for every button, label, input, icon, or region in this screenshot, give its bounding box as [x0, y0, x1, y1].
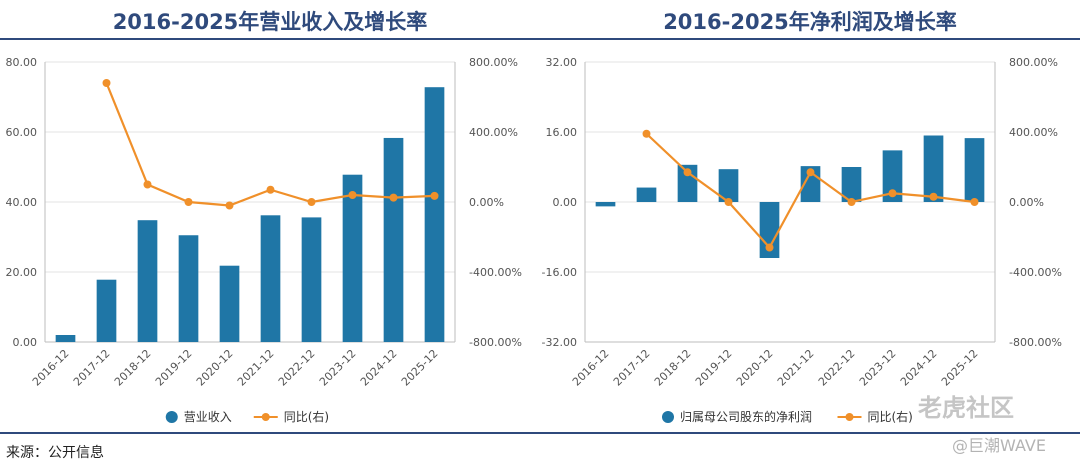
- growth-point: [307, 198, 316, 206]
- y-tick-left: 20.00: [6, 266, 38, 279]
- y-tick-right: -400.00%: [469, 266, 522, 279]
- y-tick-left: 40.00: [6, 196, 38, 209]
- y-tick-left: 0.00: [13, 336, 38, 349]
- source-note: 来源：公开信息: [6, 445, 104, 461]
- bar: [677, 164, 698, 202]
- bar: [841, 167, 862, 202]
- revenue-chart: 80.00 800.00% 60.00 400.00% 40.00 0.00% 20.00 -…: [6, 56, 522, 424]
- bar: [260, 215, 281, 342]
- bar: [178, 235, 199, 342]
- x-tick-label: 2022-12: [816, 347, 858, 389]
- x-tick-label: 2025-12: [939, 347, 981, 389]
- legend-line-label: 同比(右): [284, 409, 329, 424]
- growth-point: [765, 243, 774, 252]
- legend-bar-label: 营业收入: [184, 410, 232, 424]
- growth-point: [970, 198, 979, 206]
- growth-point: [389, 193, 398, 202]
- legend-bar-marker: [165, 411, 178, 423]
- x-tick-label: 2018-12: [652, 347, 694, 389]
- y-tick-left: 16.00: [546, 126, 578, 139]
- bar: [964, 138, 985, 202]
- growth-point: [225, 201, 234, 210]
- y-tick-right: -400.00%: [1009, 266, 1062, 279]
- header-divider: [0, 38, 1080, 40]
- x-tick-label: 2023-12: [317, 347, 359, 389]
- chart-title-revenue: 2016-2025年营业收入及增长率: [112, 10, 428, 34]
- watermark-community: 老虎社区: [918, 394, 1014, 422]
- footer-divider: [0, 432, 1080, 434]
- x-tick-label: 2019-12: [153, 347, 195, 389]
- y-tick-left: 80.00: [6, 56, 38, 69]
- y-tick-left: 32.00: [546, 56, 578, 69]
- bar: [424, 87, 445, 342]
- growth-point: [806, 168, 815, 177]
- growth-point: [642, 129, 651, 138]
- x-tick-label: 2021-12: [235, 347, 277, 389]
- legend-line-label: 同比(右): [868, 409, 913, 424]
- bar: [219, 265, 240, 342]
- growth-point: [929, 192, 938, 201]
- bar: [636, 187, 657, 202]
- x-tick-label: 2024-12: [898, 347, 940, 389]
- x-tick-label: 2019-12: [693, 347, 735, 389]
- bar: [882, 150, 903, 202]
- y-tick-right: 800.00%: [1009, 56, 1058, 69]
- growth-point: [430, 191, 439, 200]
- bar: [383, 137, 404, 342]
- growth-point: [683, 168, 692, 177]
- x-tick-label: 2018-12: [112, 347, 154, 389]
- legend-bar-marker: [662, 411, 674, 423]
- bar: [301, 217, 322, 342]
- legend-line-dot: [261, 413, 270, 421]
- y-tick-right: -800.00%: [1009, 336, 1062, 349]
- x-tick-label: 2021-12: [775, 347, 817, 389]
- watermark-handle: @巨潮WAVE: [952, 436, 1046, 455]
- bar: [96, 279, 117, 342]
- x-tick-label: 2016-12: [570, 347, 612, 389]
- y-tick-right: 400.00%: [469, 126, 518, 139]
- x-tick-label: 2025-12: [399, 347, 441, 389]
- y-tick-right: 800.00%: [469, 56, 518, 69]
- growth-point: [888, 189, 897, 198]
- bar: [759, 202, 780, 258]
- x-tick-label: 2017-12: [611, 347, 653, 389]
- y-tick-right: 400.00%: [1009, 126, 1058, 139]
- y-tick-right: -800.00%: [469, 336, 522, 349]
- growth-point: [724, 198, 733, 206]
- x-tick-label: 2023-12: [857, 347, 899, 389]
- bar: [718, 169, 739, 202]
- bar: [342, 174, 363, 342]
- bar: [923, 135, 944, 202]
- growth-point: [143, 180, 152, 189]
- y-tick-right: 0.00%: [1009, 196, 1044, 209]
- bar: [137, 220, 158, 342]
- growth-point: [184, 198, 193, 206]
- legend-bar-label: 归属母公司股东的净利润: [680, 409, 812, 424]
- x-tick-label: 2020-12: [734, 347, 776, 389]
- bar: [55, 335, 76, 342]
- growth-point: [847, 198, 856, 206]
- growth-point: [348, 191, 357, 199]
- legend-line-dot: [845, 413, 854, 421]
- growth-point: [266, 185, 275, 194]
- y-tick-left: -32.00: [542, 336, 577, 349]
- y-tick-left: -16.00: [542, 266, 577, 279]
- y-tick-right: 0.00%: [469, 196, 504, 209]
- bar: [595, 202, 616, 207]
- x-tick-label: 2017-12: [71, 347, 113, 389]
- net-profit-chart: 32.00 800.00% 16.00 400.00% 0.00 0.00% -16.00 -…: [542, 56, 1062, 424]
- x-tick-label: 2020-12: [194, 347, 236, 389]
- y-tick-left: 0.00: [553, 196, 578, 209]
- x-tick-label: 2022-12: [276, 347, 318, 389]
- chart-title-net-profit: 2016-2025年净利润及增长率: [663, 10, 957, 34]
- y-tick-left: 60.00: [6, 126, 38, 139]
- growth-point: [102, 79, 111, 87]
- x-tick-label: 2024-12: [358, 347, 400, 389]
- x-tick-label: 2016-12: [30, 347, 72, 389]
